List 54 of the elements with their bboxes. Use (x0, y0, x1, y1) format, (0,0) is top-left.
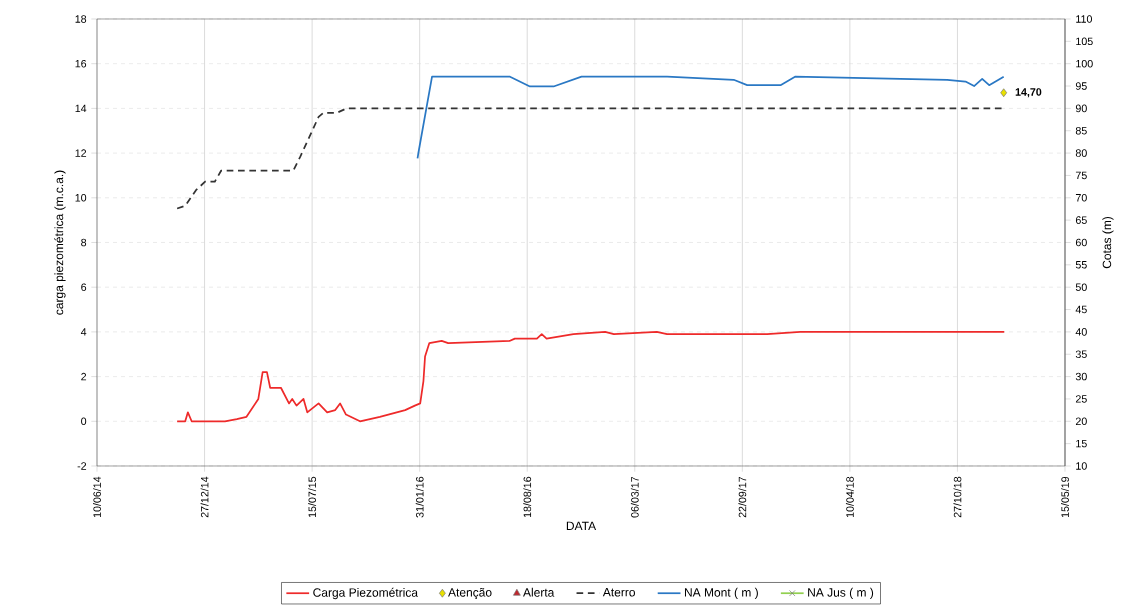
y2-tick-label: 110 (1076, 15, 1092, 23)
y2-tick-label: 35 (1075, 350, 1087, 359)
y2-tick-label: 25 (1075, 395, 1087, 403)
x-tick-label: 27/10/18 (953, 476, 962, 518)
y-tick-label: 12 (75, 149, 87, 157)
x-tick-label: 22/09/17 (738, 476, 747, 518)
legend-label: Carga Piezométrica (313, 587, 418, 600)
y-tick-label: 6 (81, 283, 87, 291)
y2-tick-label: 85 (1075, 126, 1087, 135)
y-tick-label: 10 (75, 194, 87, 202)
x-tick-label: 15/05/19 (1061, 476, 1069, 518)
y-axis-title: carga piezométrica (m.c.a.) (54, 170, 66, 315)
y-tick-label: 16 (75, 59, 87, 68)
y2-tick-label: 65 (1075, 216, 1087, 224)
x-tick-label: 18/08/16 (523, 476, 532, 518)
x-tick-label: 15/07/15 (308, 476, 317, 518)
y-tick-label: 0 (81, 417, 87, 426)
x-tick-label: 27/12/14 (200, 476, 209, 518)
y-tick-label: -2 (77, 462, 87, 470)
y2-tick-label: 10 (1076, 462, 1087, 470)
y2-tick-label: 105 (1076, 37, 1093, 46)
y-tick-label: 18 (75, 15, 87, 23)
legend-label: Aterro (602, 588, 635, 597)
y2-tick-label: 90 (1075, 104, 1087, 113)
legend-label: Alerta (523, 587, 555, 597)
y2-tick-label: 45 (1075, 305, 1087, 314)
y-tick-label: 14 (75, 104, 87, 113)
y-tick-label: 4 (80, 328, 87, 336)
y2-tick-label: 80 (1075, 149, 1087, 157)
y2-tick-label: 50 (1075, 283, 1087, 291)
legend-label: NA Mont ( m ) (684, 587, 758, 600)
line-series (416, 75, 1005, 160)
y2-tick-label: 30 (1075, 372, 1087, 381)
y2-tick-label: 15 (1076, 439, 1087, 448)
x-tick-label: 06/03/17 (630, 476, 639, 518)
x-tick-label: 10/06/14 (93, 476, 101, 518)
y-tick-label: 2 (81, 372, 87, 381)
x-axis-title: DATA (566, 521, 597, 530)
data-label: 14,70 (1015, 88, 1042, 98)
y2-axis-title: Cotas (m) (1102, 216, 1114, 269)
legend-label: Atenção (448, 587, 492, 600)
x-tick-label: 10/04/18 (845, 476, 854, 518)
y2-tick-label: 75 (1075, 171, 1087, 180)
line-series (176, 107, 1005, 210)
y-tick-label: 8 (81, 238, 87, 247)
y2-tick-label: 100 (1076, 59, 1093, 68)
legend-label: NA Jus ( m ) (808, 587, 874, 600)
y2-tick-label: 55 (1075, 261, 1087, 269)
y2-tick-label: 95 (1075, 82, 1087, 90)
y2-tick-label: 20 (1075, 417, 1087, 426)
x-tick-label: 31/01/16 (415, 476, 424, 518)
y2-tick-label: 60 (1075, 238, 1087, 247)
y2-tick-label: 70 (1075, 194, 1087, 202)
y2-tick-label: 40 (1075, 328, 1087, 336)
